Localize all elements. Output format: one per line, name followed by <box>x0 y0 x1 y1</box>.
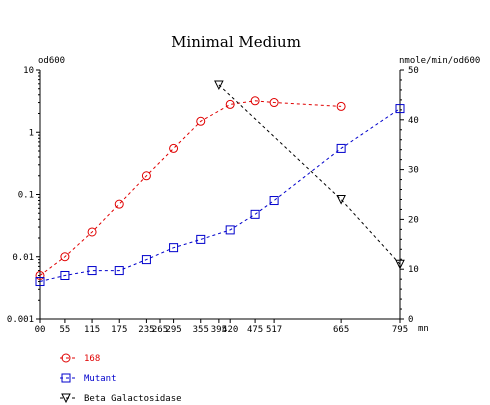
x-tick-label: 175 <box>111 325 127 335</box>
right-tick-label: 50 <box>408 66 419 76</box>
data-point <box>87 227 97 237</box>
data-point <box>250 209 260 219</box>
x-tick-label: 395 <box>211 325 227 335</box>
x-axis-label: mn <box>418 324 429 334</box>
legend-label: 168 <box>84 354 100 364</box>
data-point <box>214 80 224 91</box>
legend-label: Mutant <box>84 374 117 384</box>
x-tick-label: 265 <box>152 325 168 335</box>
data-point <box>269 196 279 206</box>
data-point <box>60 270 70 280</box>
x-tick-label: 55 <box>59 325 70 335</box>
x-tick-label: 475 <box>247 325 263 335</box>
legend-marker <box>61 393 71 404</box>
data-point <box>225 99 235 109</box>
data-point <box>196 234 206 244</box>
legend-item: 168 <box>60 353 100 364</box>
right-tick-label: 20 <box>408 215 419 225</box>
left-tick-label: 1 <box>29 128 34 138</box>
data-point <box>196 116 206 126</box>
chart-title: Minimal Medium <box>171 33 301 51</box>
left-tick-label: 0.001 <box>7 315 34 325</box>
right-axis-label: nmole/min/od600 <box>399 56 480 66</box>
right-tick-label: 10 <box>408 265 419 275</box>
x-tick-label: 295 <box>165 325 181 335</box>
data-point <box>336 101 346 111</box>
left-axis-ticks: 0.001 0.01 0.1 1 10 <box>7 66 40 325</box>
data-point <box>87 266 97 276</box>
data-point <box>169 243 179 253</box>
x-tick-label: 115 <box>84 325 100 335</box>
right-tick-label: 0 <box>408 315 413 325</box>
left-tick-label: 0.1 <box>18 191 34 201</box>
left-tick-label: 10 <box>23 66 34 76</box>
legend-item: Mutant <box>60 373 117 384</box>
data-point <box>114 199 124 209</box>
series-line <box>218 84 401 265</box>
data-point <box>35 270 45 280</box>
data-point <box>336 194 346 205</box>
data-point <box>114 266 124 276</box>
x-tick-label: 00 <box>35 325 46 335</box>
left-axis-label: od600 <box>38 56 65 66</box>
legend-label: Beta Galactosidase <box>84 394 182 404</box>
right-axis-ticks: 0 10 20 30 40 50 <box>400 66 419 325</box>
x-tick-label: 665 <box>333 325 349 335</box>
data-point <box>395 104 405 114</box>
legend: 168 Mutant Beta Galactosidase <box>60 353 182 404</box>
legend-marker <box>61 353 71 363</box>
x-tick-label: 355 <box>193 325 209 335</box>
data-point <box>169 143 179 153</box>
data-point <box>395 259 405 270</box>
x-tick-label: 420 <box>222 325 238 335</box>
data-point <box>60 252 70 262</box>
series-beta-galactosidase <box>214 80 405 270</box>
data-point <box>336 143 346 153</box>
series-line <box>39 108 401 282</box>
series-mutant <box>35 104 405 287</box>
data-point <box>269 98 279 108</box>
series-168 <box>35 96 346 280</box>
data-point <box>141 171 151 181</box>
x-tick-label: 795 <box>392 325 408 335</box>
data-point <box>225 225 235 235</box>
data-point <box>35 277 45 287</box>
right-tick-label: 40 <box>408 116 419 126</box>
left-tick-label: 0.01 <box>12 253 34 263</box>
x-tick-label: 517 <box>266 325 282 335</box>
series-layer <box>35 80 405 287</box>
legend-item: Beta Galactosidase <box>60 393 182 404</box>
x-tick-label: 235 <box>138 325 154 335</box>
data-point <box>250 96 260 106</box>
data-point <box>141 255 151 265</box>
series-line <box>39 100 342 276</box>
right-tick-label: 30 <box>408 166 419 176</box>
legend-marker <box>61 373 71 383</box>
